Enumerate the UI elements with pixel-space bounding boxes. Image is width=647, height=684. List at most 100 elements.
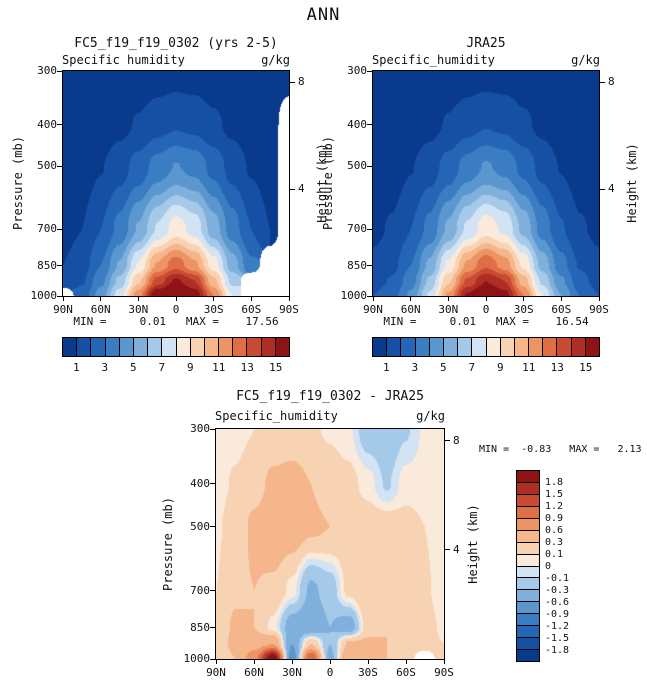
colorbar-cell (486, 338, 501, 356)
colorbar-cell (443, 338, 459, 356)
figure-title: ANN (306, 5, 341, 25)
height-tick-label: 4 (453, 542, 460, 556)
latitude-tick-label: 60N (244, 666, 264, 679)
colorbar-cell (517, 566, 539, 579)
latitude-tick-label: 90N (363, 303, 383, 316)
colorbar-cell (77, 338, 92, 356)
latitude-tick-label: 0 (326, 666, 334, 679)
latitude-tick-label: 60S (551, 303, 572, 316)
colorbar-cell (233, 338, 248, 356)
contour-canvas-model (63, 71, 289, 296)
panel-title-model: FC5_f19_f19_0302 (yrs 2-5) (74, 36, 278, 51)
colorbar-tick-label: 1 (382, 361, 390, 374)
colorbar-tick-label: 11 (522, 361, 536, 374)
colorbar-tick-label: 0.3 (545, 537, 564, 548)
height-tick-label: 8 (453, 433, 460, 447)
latitude-tick-mark (100, 296, 102, 301)
pressure-tick-mark (367, 295, 373, 297)
colorbar-tick-label: -0.1 (545, 573, 570, 584)
pressure-tick-mark (57, 124, 63, 126)
pressure-axis-label: Pressure (mb) (321, 136, 335, 230)
height-axis-label: Height (km) (466, 504, 480, 584)
colorbar-tick-label: 9 (496, 361, 504, 374)
colorbar-cell (557, 338, 572, 356)
pressure-tick-label: 300 (37, 64, 57, 77)
colorbar-cell (517, 471, 539, 483)
colorbar-cell (514, 338, 530, 356)
panel-title-reference: JRA25 (466, 36, 506, 51)
latitude-tick-mark (485, 296, 487, 301)
colorbar-cell (517, 554, 539, 567)
panel-subtitle-difference: Specific_humidity g/kg (215, 409, 445, 423)
height-tick-label: 4 (298, 182, 305, 196)
height-tick-mark (599, 188, 605, 190)
pressure-axis-label: Pressure (mb) (161, 497, 175, 591)
latitude-tick-mark (523, 296, 525, 301)
colorbar-cell (387, 338, 402, 356)
pressure-tick-label: 400 (347, 117, 367, 131)
colorbar-cell (261, 338, 276, 356)
colorbar-cell (190, 338, 205, 356)
colorbar-tick-label: 7 (158, 361, 166, 374)
contour-plot-reference: 300 400 500 700 850 1000 8 4 90N 60N 30N 0 30S 60S 90S (341, 64, 615, 316)
colorbar-tick-label: 3 (101, 361, 109, 374)
colorbar-tick-label: 7 (468, 361, 476, 374)
latitude-tick-label: 60N (90, 303, 111, 316)
pressure-tick-mark (210, 658, 216, 660)
colorbar-cell (517, 614, 539, 627)
latitude-tick-label: 0 (482, 303, 490, 316)
colorbar-cell (517, 590, 539, 603)
latitude-tick-label: 90N (206, 666, 226, 679)
latitude-tick-mark (329, 659, 331, 664)
colorbar-cell (91, 338, 106, 356)
pressure-tick-mark (367, 124, 373, 126)
pressure-tick-label: 850 (37, 258, 57, 272)
contour-plot-model: 300 400 500 700 850 1000 8 4 90N 60N 30N 0 30S 60S 90S (31, 64, 305, 316)
pressure-tick-label: 700 (190, 583, 210, 597)
colorbar-tick-label: 11 (212, 361, 226, 374)
latitude-tick-mark (253, 659, 255, 664)
pressure-tick-label: 850 (190, 620, 210, 634)
colorbar-tick-label: -1.8 (545, 645, 570, 656)
colorbar-tick-label: -1.5 (545, 633, 570, 644)
latitude-tick-label: 0 (172, 303, 180, 316)
colorbar-cell (517, 578, 539, 591)
pressure-axis-label: Pressure (mb) (11, 136, 25, 230)
latitude-tick-label: 30S (358, 666, 378, 679)
colorbar-tick-label: 15 (269, 361, 283, 374)
pressure-tick-mark (57, 165, 63, 167)
pressure-tick-label: 700 (347, 222, 367, 236)
colorbar-tick-label: 3 (411, 361, 419, 374)
pressure-tick-mark (57, 295, 63, 297)
colorbar-cell (543, 338, 558, 356)
pressure-tick-label: 700 (37, 222, 57, 236)
colorbar-tick-label: 0.9 (545, 513, 564, 524)
colorbar-cell (517, 542, 539, 555)
height-tick-mark (289, 81, 295, 83)
colorbar-tick-label: 1.8 (545, 477, 564, 488)
colorbar-tick-label: -0.9 (545, 609, 570, 620)
latitude-tick-label: 60S (241, 303, 262, 316)
latitude-tick-mark (560, 296, 562, 301)
pressure-tick-mark (210, 627, 216, 629)
colorbar-cell (517, 638, 539, 651)
field-label-difference: Specific_humidity (215, 409, 338, 423)
colorbar-model (62, 337, 290, 357)
pressure-tick-mark (210, 526, 216, 528)
pressure-tick-label: 850 (347, 258, 367, 272)
pressure-tick-label: 500 (347, 159, 367, 173)
pressure-tick-mark (210, 428, 216, 430)
colorbar-cell (517, 650, 539, 661)
colorbar-tick-label: 0.1 (545, 549, 564, 560)
colorbar-cell (517, 626, 539, 639)
pressure-tick-label: 1000 (340, 289, 368, 302)
contour-canvas-reference (373, 71, 599, 296)
colorbar-cell (429, 338, 444, 356)
colorbar-tick-label: 1 (72, 361, 80, 374)
colorbar-tick-label: 1.5 (545, 489, 564, 500)
colorbar-tick-label: 0.6 (545, 525, 564, 536)
colorbar-reference (372, 337, 600, 357)
latitude-tick-label: 60N (400, 303, 421, 316)
panel-title-difference: FC5_f19_f19_0302 - JRA25 (236, 389, 424, 404)
